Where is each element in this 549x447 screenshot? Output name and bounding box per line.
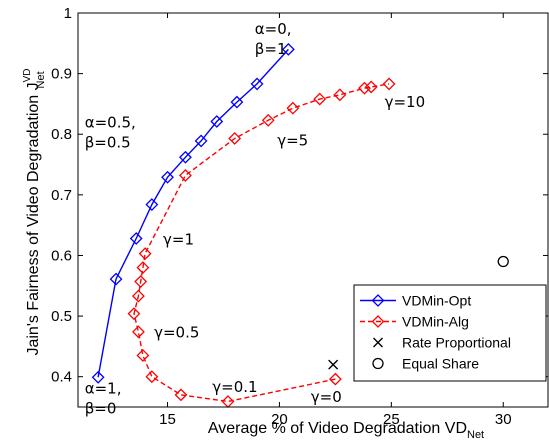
annotation: γ=10 xyxy=(385,93,426,111)
diamond-marker xyxy=(358,81,371,95)
annotation-line: α=1, xyxy=(85,380,122,398)
annotation-line: γ=0 xyxy=(311,388,342,406)
y-tick-label: 0.5 xyxy=(51,308,72,325)
annotation-line: γ=10 xyxy=(385,93,426,111)
x-tick-label: 20 xyxy=(271,411,288,428)
y-axis-label-superscript: VD xyxy=(22,68,33,82)
diamond-marker xyxy=(210,115,224,128)
x-marker xyxy=(328,359,339,370)
y-tick-label: 0.7 xyxy=(51,187,72,204)
y-axis-label-text: Jain's Fairness of Video Degradation J xyxy=(25,82,42,355)
annotation: γ=0 xyxy=(311,388,342,406)
diamond-marker xyxy=(228,132,242,145)
diamond-marker xyxy=(286,101,300,115)
diamond-marker xyxy=(333,88,347,102)
diamond-marker xyxy=(127,307,141,321)
diamond-marker xyxy=(136,261,150,275)
annotation-line: γ=0.5 xyxy=(154,323,199,341)
diamond-marker xyxy=(328,372,342,386)
y-axis-label: Jain's Fairness of Video Degradation JVD… xyxy=(22,68,47,355)
annotation-line: α=0, xyxy=(255,20,292,38)
annotation: γ=0.5 xyxy=(154,323,199,341)
diamond-marker xyxy=(132,289,145,303)
annotation-line: α=0.5, xyxy=(85,114,136,132)
y-tick-label: 0.4 xyxy=(51,369,72,386)
series-vdmin-alg xyxy=(127,77,396,408)
legend-entry: Rate Proportional xyxy=(373,335,511,351)
diamond-marker xyxy=(382,77,396,91)
x-tick-label: 30 xyxy=(495,411,512,428)
diamond-marker xyxy=(281,42,295,56)
x-marker xyxy=(373,337,383,348)
diamond-marker xyxy=(109,272,123,286)
diamond-marker xyxy=(371,294,385,307)
diamond-marker xyxy=(371,315,385,328)
annotation: α=1, β=0 xyxy=(85,380,122,418)
annotation: γ=1 xyxy=(163,231,194,249)
diamond-marker xyxy=(145,198,159,211)
series-equal-share xyxy=(497,255,509,268)
x-tick-label: 25 xyxy=(383,411,400,428)
diamond-marker xyxy=(91,370,105,384)
diamond-marker xyxy=(179,169,192,182)
plot-frame xyxy=(77,12,549,408)
series-vdmin-opt xyxy=(91,42,295,384)
x-axis-label-text: Average % of Video Degradation VD xyxy=(208,420,467,437)
legend-label: Rate Proportional xyxy=(402,335,511,351)
legend-label: Equal Share xyxy=(402,356,479,372)
diamond-marker xyxy=(364,80,378,94)
diamond-marker xyxy=(250,77,264,91)
y-axis-label-subscript: Net xyxy=(35,71,47,88)
circle-marker xyxy=(372,357,384,370)
annotation: α=0.5, β=0.5 xyxy=(85,114,136,152)
diamond-marker xyxy=(174,388,188,402)
x-axis-label-subscript: Net xyxy=(467,429,484,441)
y-tick-label: 0.8 xyxy=(51,126,72,143)
legend-entry: VDMin-Opt xyxy=(360,293,471,309)
annotation: γ=5 xyxy=(277,132,308,150)
legend-entry: Equal Share xyxy=(372,356,479,372)
diamond-marker xyxy=(138,247,152,261)
annotation-line: γ=1 xyxy=(163,231,194,249)
diamond-marker xyxy=(194,134,208,148)
x-axis-label: Average % of Video Degradation VDNet xyxy=(208,420,484,441)
diamond-marker xyxy=(132,325,145,339)
diamond-marker xyxy=(230,95,244,109)
y-tick-label: 0.9 xyxy=(51,66,72,83)
annotation-line: γ=5 xyxy=(277,132,308,150)
circle-marker xyxy=(497,255,509,268)
annotation: γ=0.1 xyxy=(212,378,257,396)
series-rate-proportional xyxy=(328,359,339,370)
annotation-line: γ=0.1 xyxy=(212,378,257,396)
diamond-marker xyxy=(134,275,148,288)
diamond-marker xyxy=(145,370,159,384)
annotation-line: β=0.5 xyxy=(85,134,131,152)
x-tick-label: 15 xyxy=(159,411,176,428)
diamond-marker xyxy=(136,349,150,362)
legend-label: VDMin-Opt xyxy=(402,293,471,309)
diamond-marker xyxy=(313,92,327,106)
diamond-marker xyxy=(179,150,192,164)
diamond-marker xyxy=(129,232,143,245)
legend-entry: VDMin-Alg xyxy=(360,314,469,330)
annotation-line: β=0 xyxy=(85,400,117,418)
series-line-vdmin-opt xyxy=(97,48,289,378)
diamond-marker xyxy=(261,113,275,127)
y-tick-label: 1 xyxy=(64,5,72,22)
y-tick-label: 0.6 xyxy=(51,247,72,264)
annotation-line: β=1 xyxy=(255,40,287,58)
diamond-marker xyxy=(161,170,174,184)
annotation: α=0, β=1 xyxy=(255,20,292,58)
legend-label: VDMin-Alg xyxy=(402,314,469,330)
